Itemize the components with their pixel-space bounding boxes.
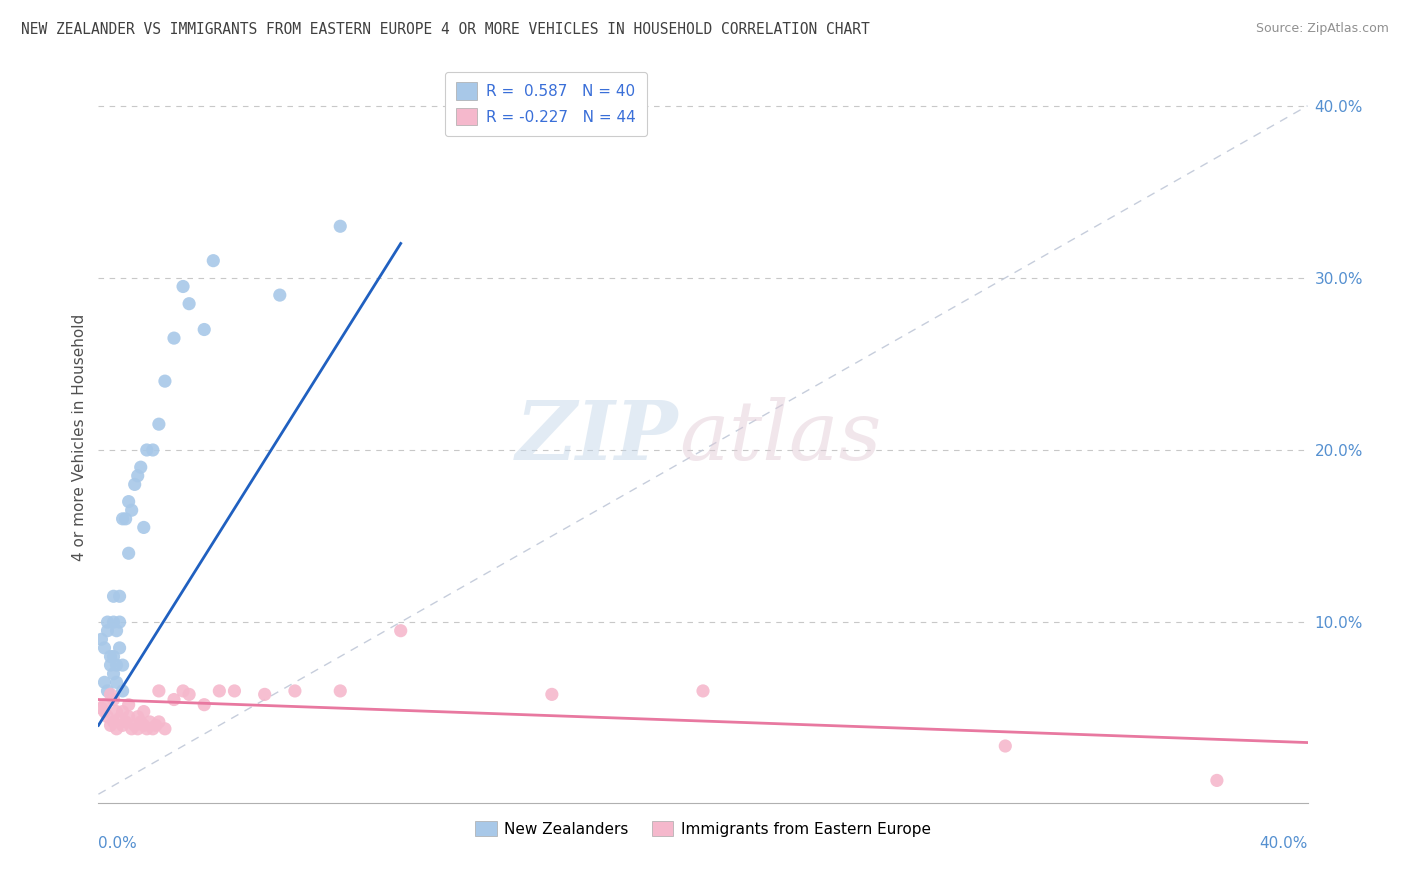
Point [132,705,155,719]
Point [100,649,122,664]
Point [127,710,149,724]
Point [111,512,134,526]
Point [145,718,167,732]
Point [163,331,186,345]
Text: 40.0%: 40.0% [1260,836,1308,851]
Point [124,477,146,491]
Point [1206,773,1229,788]
Point [202,253,225,268]
Point [108,640,131,655]
Text: NEW ZEALANDER VS IMMIGRANTS FROM EASTERN EUROPE 4 OR MORE VEHICLES IN HOUSEHOLD : NEW ZEALANDER VS IMMIGRANTS FROM EASTERN… [21,22,870,37]
Point [135,722,157,736]
Legend: New Zealanders, Immigrants from Eastern Europe: New Zealanders, Immigrants from Eastern … [470,814,936,843]
Point [103,666,125,681]
Point [692,684,714,698]
Point [389,624,412,638]
Point [100,658,122,673]
Point [103,714,125,729]
Point [103,615,125,629]
Point [93,640,115,655]
Point [224,684,246,698]
Point [108,711,131,725]
Point [139,714,162,729]
Point [111,718,134,732]
Point [994,739,1017,753]
Point [111,658,134,673]
Point [105,705,128,719]
Point [172,279,194,293]
Point [105,722,128,736]
Point [96,624,118,638]
Point [118,546,141,560]
Point [163,692,186,706]
Point [132,718,155,732]
Point [103,589,125,603]
Point [105,675,128,690]
Point [153,374,176,388]
Text: ZIP: ZIP [516,397,679,477]
Point [90,632,112,647]
Text: 0.0%: 0.0% [98,836,138,851]
Point [153,722,176,736]
Point [193,322,215,336]
Point [148,417,170,432]
Point [90,701,112,715]
Point [179,687,201,701]
Point [114,714,136,729]
Point [118,710,141,724]
Point [105,658,128,673]
Point [96,710,118,724]
Point [135,442,157,457]
Point [129,714,152,729]
Point [269,288,291,302]
Point [118,698,141,712]
Point [148,714,170,729]
Point [111,705,134,719]
Point [103,649,125,664]
Point [142,722,165,736]
Point [100,687,122,701]
Point [142,442,165,457]
Point [93,698,115,712]
Point [540,687,562,701]
Point [100,718,122,732]
Point [127,468,149,483]
Point [129,460,152,475]
Point [284,684,307,698]
Point [93,675,115,690]
Point [96,684,118,698]
Point [114,512,136,526]
Point [329,684,352,698]
Text: Source: ZipAtlas.com: Source: ZipAtlas.com [1256,22,1389,36]
Point [329,219,352,234]
Point [179,296,201,310]
Point [93,705,115,719]
Point [121,503,143,517]
Point [208,684,231,698]
Point [118,494,141,508]
Point [111,684,134,698]
Point [121,722,143,736]
Point [105,624,128,638]
Point [96,615,118,629]
Point [172,684,194,698]
Point [253,687,276,701]
Point [103,692,125,706]
Y-axis label: 4 or more Vehicles in Household: 4 or more Vehicles in Household [72,313,87,561]
Point [108,615,131,629]
Point [132,520,155,534]
Point [124,718,146,732]
Text: atlas: atlas [679,397,882,477]
Point [127,722,149,736]
Point [108,589,131,603]
Point [193,698,215,712]
Point [148,684,170,698]
